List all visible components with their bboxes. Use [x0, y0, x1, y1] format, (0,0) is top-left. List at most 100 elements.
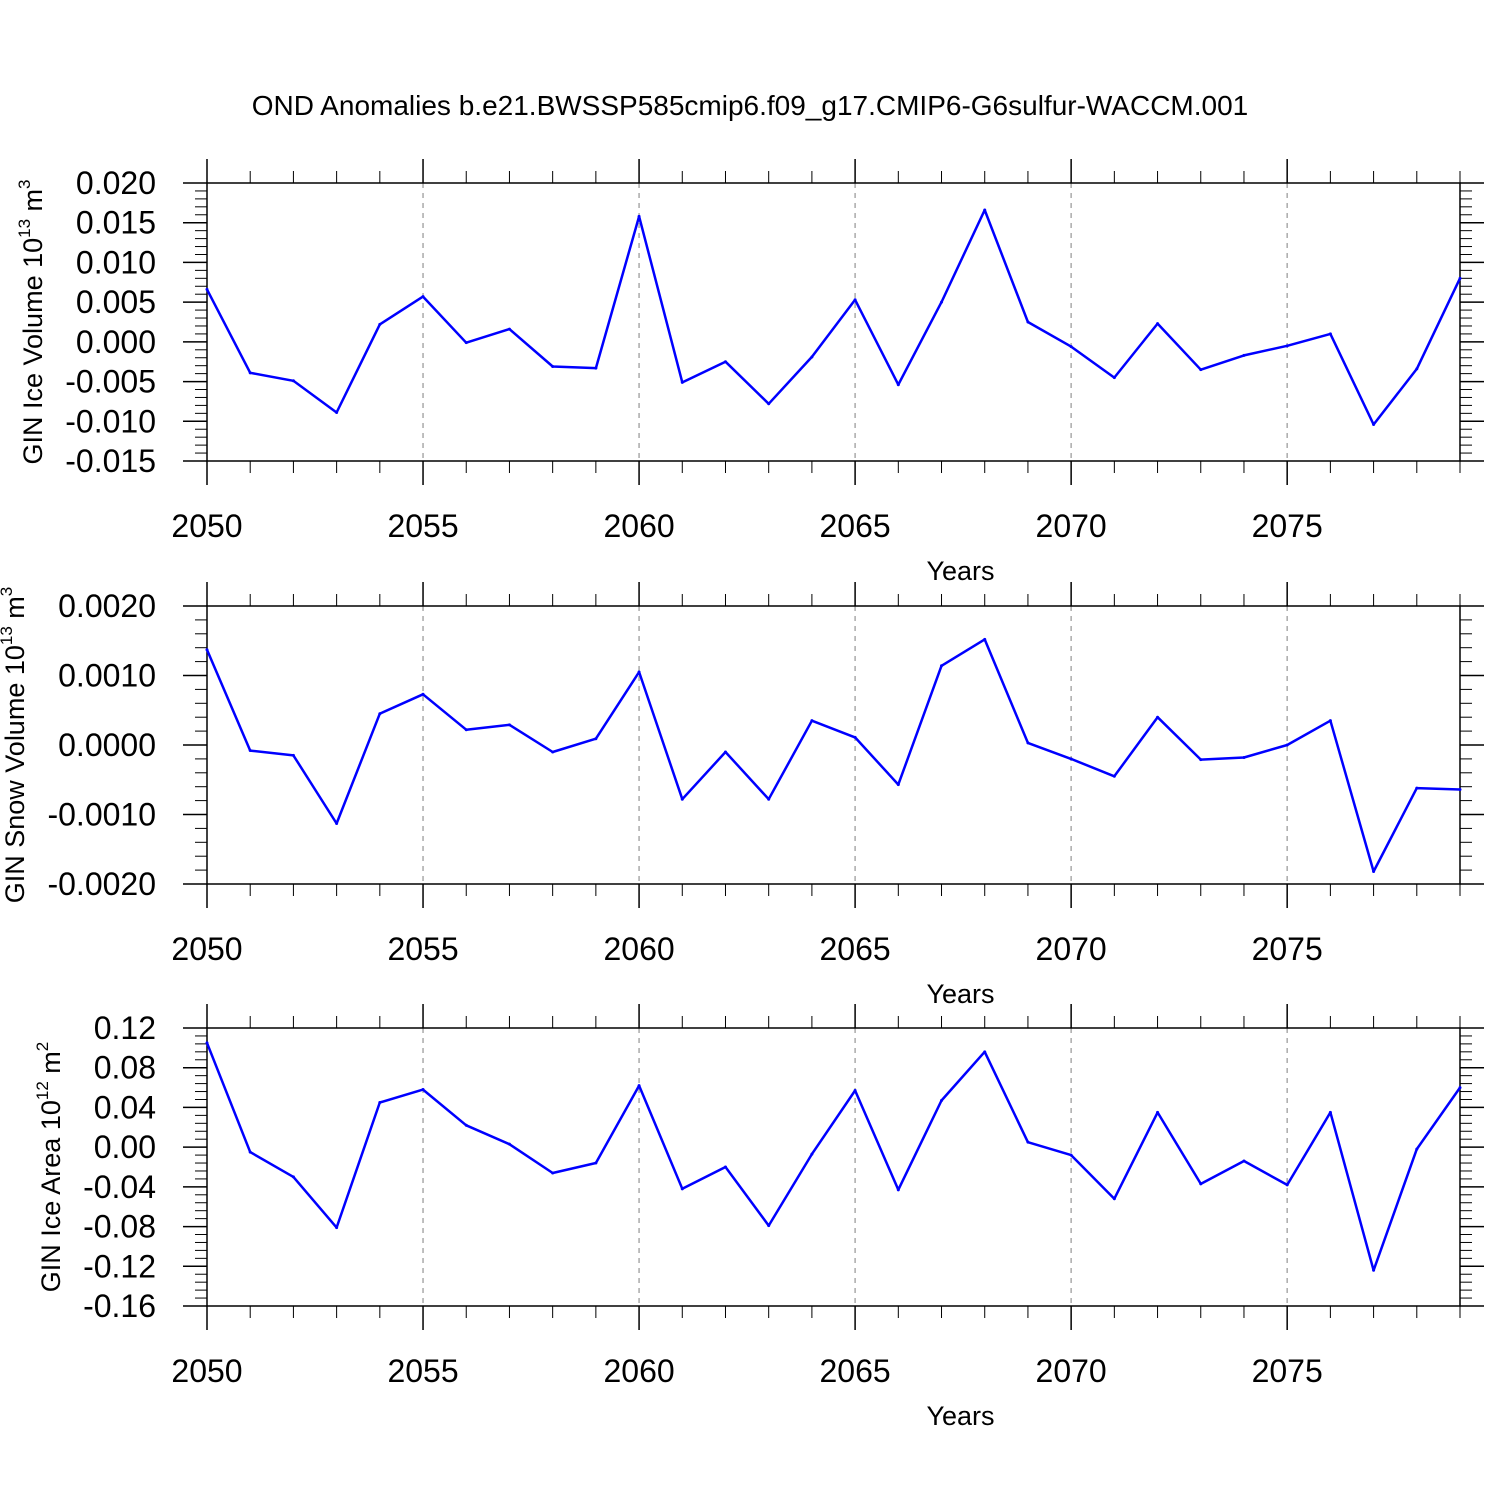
data-point [1458, 276, 1462, 280]
data-point [507, 1142, 511, 1146]
data-point [594, 737, 598, 741]
data-point [1156, 715, 1160, 719]
data-point [551, 750, 555, 754]
y-tick-label: 0.12 [94, 1010, 156, 1046]
y-tick-label: 0.005 [76, 284, 156, 320]
data-point [767, 797, 771, 801]
panel-1: 2050 2055 2060 2065 2070 2075 Years -0.015 -0.01… [15, 159, 1484, 586]
y-tick-label: -0.005 [65, 364, 156, 400]
data-point [1328, 332, 1332, 336]
data-point [1285, 1183, 1289, 1187]
chart-title: OND Anomalies b.e21.BWSSP585cmip6.f09_g1… [251, 90, 1249, 121]
data-point [291, 1175, 295, 1179]
y-tick-label: -0.010 [65, 403, 156, 439]
x-axis-label: Years [926, 1401, 994, 1431]
data-point [1026, 320, 1030, 324]
y-tick-label: 0.010 [76, 244, 156, 280]
data-point [1026, 741, 1030, 745]
y-tick-label: -0.0020 [47, 866, 156, 902]
data-point [205, 287, 209, 291]
data-point [637, 214, 641, 218]
x-tick-label: 2050 [171, 1353, 242, 1389]
data-point [896, 1188, 900, 1192]
x-tick-label: 2065 [820, 1353, 891, 1389]
series-line [205, 1042, 1462, 1272]
y-tick-label: 0.0000 [58, 727, 156, 763]
data-point [810, 355, 814, 359]
data-point [853, 298, 857, 302]
data-point [205, 1041, 209, 1045]
data-point [1285, 344, 1289, 348]
y-tick-label: 0.0020 [58, 588, 156, 624]
x-tick-label: 2070 [1036, 1353, 1107, 1389]
data-point [637, 1084, 641, 1088]
data-point [940, 1098, 944, 1102]
data-point [594, 366, 598, 370]
data-point [335, 1226, 339, 1230]
data-point [680, 380, 684, 384]
data-point [1458, 787, 1462, 791]
x-tick-label: 2075 [1252, 508, 1323, 544]
panel-2: 2050 2055 2060 2065 2070 2075 Years -0.0020 -0.0… [0, 582, 1484, 1009]
data-point [767, 402, 771, 406]
data-point [291, 753, 295, 757]
data-point [1242, 756, 1246, 760]
data-point [1156, 1110, 1160, 1114]
series-line [205, 208, 1462, 426]
data-point [1026, 1140, 1030, 1144]
x-tick-label: 2055 [387, 508, 458, 544]
plot-frame [206, 1027, 1461, 1307]
x-axis-label: Years [926, 979, 994, 1009]
x-tick-label: 2060 [603, 508, 674, 544]
data-point [1328, 719, 1332, 723]
data-point [378, 322, 382, 326]
data-point [810, 1152, 814, 1156]
data-point [940, 664, 944, 668]
x-tick-label: 2060 [603, 931, 674, 967]
data-point [810, 719, 814, 723]
data-point [421, 295, 425, 299]
y-tick-label: 0.00 [94, 1129, 156, 1165]
data-point [853, 735, 857, 739]
data-point [1069, 757, 1073, 761]
data-point [205, 648, 209, 652]
data-point [680, 797, 684, 801]
y-tick-label: 0.08 [94, 1050, 156, 1086]
data-point [1458, 1086, 1462, 1090]
data-point [723, 1165, 727, 1169]
data-point [1285, 743, 1289, 747]
data-point [1199, 1182, 1203, 1186]
y-tick-label: 0.04 [94, 1089, 156, 1125]
data-point [378, 1100, 382, 1104]
x-tick-label: 2075 [1252, 1353, 1323, 1389]
data-point [767, 1224, 771, 1228]
data-point [551, 1171, 555, 1175]
data-point [1242, 1159, 1246, 1163]
data-point [464, 728, 468, 732]
x-tick-label: 2050 [171, 931, 242, 967]
data-point [1156, 322, 1160, 326]
y-tick-label: -0.08 [83, 1209, 156, 1245]
data-point [1415, 367, 1419, 371]
data-point [464, 341, 468, 345]
data-point [983, 1050, 987, 1054]
data-point [940, 300, 944, 304]
data-point [637, 670, 641, 674]
data-point [723, 750, 727, 754]
data-point [594, 1161, 598, 1165]
data-point [896, 383, 900, 387]
data-point [896, 783, 900, 787]
x-tick-label: 2050 [171, 508, 242, 544]
data-point [421, 1088, 425, 1092]
data-point [983, 637, 987, 641]
y-axis-label: GIN Ice Area 1012 m2 [33, 1042, 66, 1293]
series-line [205, 638, 1461, 873]
x-tick-label: 2065 [820, 508, 891, 544]
data-point [378, 712, 382, 716]
y-axis-label: GIN Ice Volume 1013 m3 [15, 179, 48, 464]
data-point [248, 1150, 252, 1154]
data-point [248, 749, 252, 753]
data-point [551, 364, 555, 368]
data-point [335, 822, 339, 826]
